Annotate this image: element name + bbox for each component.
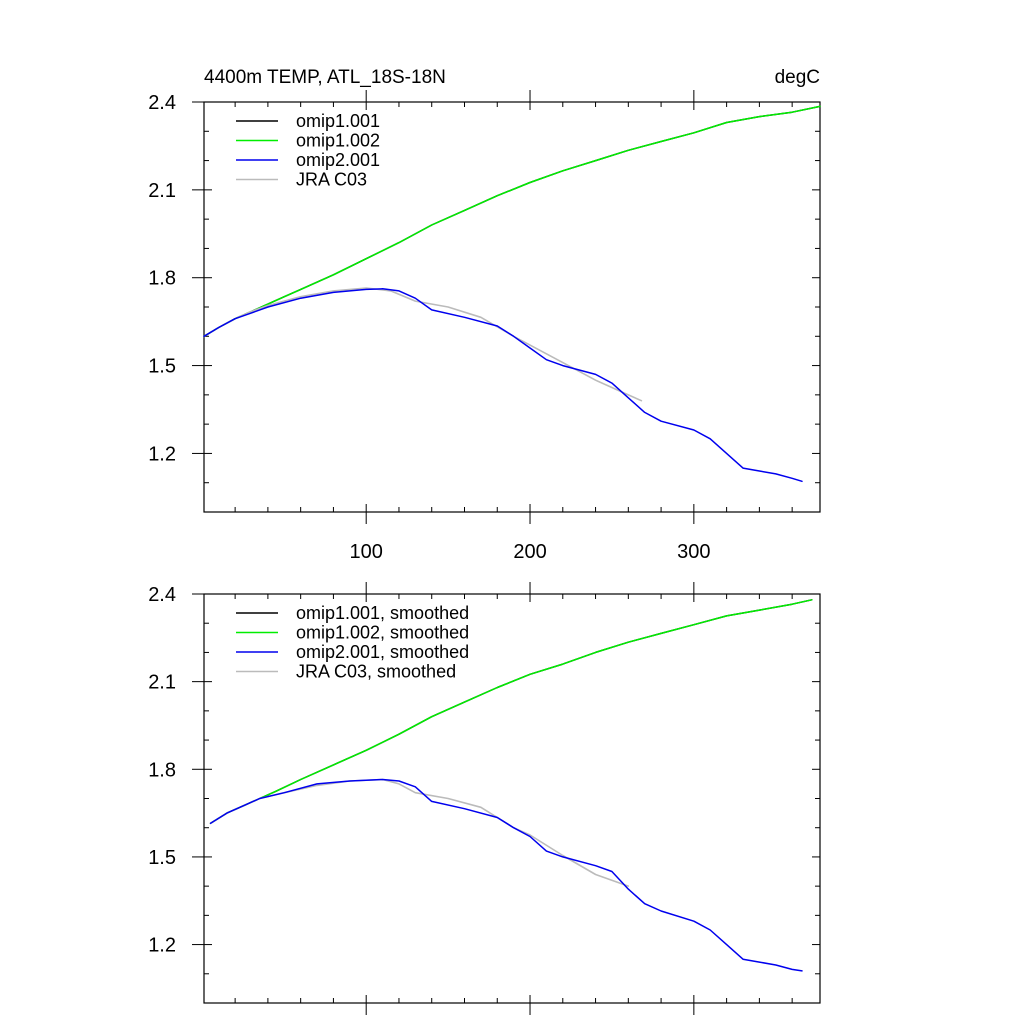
series-line-jra-c03 (203, 287, 643, 402)
y-tick-label: 1.2 (148, 443, 176, 465)
y-tick-label: 1.5 (148, 847, 176, 869)
x-tick-label: 100 (350, 541, 383, 563)
x-tick-label: 200 (513, 541, 546, 563)
y-tick-label: 2.1 (148, 672, 176, 694)
legend-label: omip1.001, smoothed (296, 603, 469, 623)
y-tick-label: 1.5 (148, 356, 176, 378)
panel-smoothed: 1.2 1.5 1.8 2.1 2.4 omip1.001, smoothedomip1.… (148, 582, 821, 1015)
legend-label: omip2.001 (296, 150, 380, 170)
units-label: degC (775, 67, 820, 88)
legend-label: omip1.002 (296, 131, 380, 151)
x-tick-label: 300 (677, 541, 710, 563)
legend-label: omip1.002, smoothed (296, 623, 469, 643)
legend-label: omip2.001, smoothed (296, 642, 469, 662)
y-tick-label: 1.8 (148, 268, 176, 290)
series-line-omip1-002 (203, 105, 821, 338)
y-tick-label: 2.1 (148, 180, 176, 202)
chart-title: 4400m TEMP, ATL_18S-18N (204, 67, 446, 88)
legend-label: omip1.001 (296, 111, 380, 131)
panel-raw: 4400m TEMP, ATL_18S-18N degC 1.2 1.5 1.8 2.1 2… (148, 67, 821, 563)
y-tick-label: 1.8 (148, 759, 176, 781)
y-tick-label: 2.4 (148, 584, 176, 606)
legend-label: JRA C03, smoothed (296, 662, 456, 682)
series-line-omip2-001 (203, 288, 803, 483)
series-line-omip1-002-smoothed (209, 599, 813, 825)
legend-label: JRA C03 (296, 170, 367, 190)
series-line-omip2-001-smoothed (209, 778, 803, 972)
y-tick-label: 1.2 (148, 935, 176, 957)
y-tick-label: 2.4 (148, 92, 176, 114)
